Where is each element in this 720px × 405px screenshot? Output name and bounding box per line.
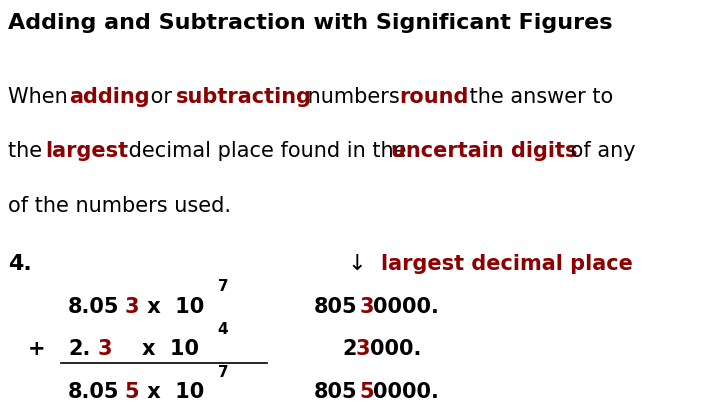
- Text: 5: 5: [125, 382, 139, 402]
- Text: uncertain digits: uncertain digits: [392, 141, 578, 161]
- Text: of the numbers used.: of the numbers used.: [8, 196, 231, 215]
- Text: 0000.: 0000.: [372, 296, 438, 317]
- Text: 4.: 4.: [8, 254, 32, 274]
- Text: subtracting: subtracting: [176, 87, 312, 107]
- Text: 3: 3: [98, 339, 112, 359]
- Text: 000.: 000.: [370, 339, 421, 359]
- Text: x  10: x 10: [140, 382, 204, 402]
- Text: the answer to: the answer to: [463, 87, 613, 107]
- Text: adding: adding: [69, 87, 150, 107]
- Text: decimal place found in the: decimal place found in the: [122, 141, 413, 161]
- Text: x  10: x 10: [113, 339, 199, 359]
- Text: 3: 3: [125, 296, 139, 317]
- Text: or: or: [144, 87, 179, 107]
- Text: +: +: [28, 339, 45, 359]
- Text: largest decimal place: largest decimal place: [380, 254, 632, 274]
- Text: Adding and Subtraction with Significant Figures: Adding and Subtraction with Significant …: [8, 13, 613, 33]
- Text: round: round: [399, 87, 468, 107]
- Text: ↓: ↓: [347, 254, 366, 274]
- Text: 7: 7: [217, 364, 228, 379]
- Text: 2: 2: [342, 339, 356, 359]
- Text: 8.05: 8.05: [68, 296, 120, 317]
- Text: 7: 7: [217, 279, 228, 294]
- Text: 8.05: 8.05: [68, 382, 120, 402]
- Text: x  10: x 10: [140, 296, 204, 317]
- Text: the: the: [8, 141, 49, 161]
- Text: 5: 5: [359, 382, 374, 402]
- Text: numbers: numbers: [302, 87, 407, 107]
- Text: 3: 3: [359, 296, 374, 317]
- Text: 4: 4: [217, 322, 228, 337]
- Text: largest: largest: [45, 141, 129, 161]
- Text: 3: 3: [356, 339, 370, 359]
- Text: 805: 805: [314, 382, 358, 402]
- Text: When: When: [8, 87, 74, 107]
- Text: 805: 805: [314, 296, 358, 317]
- Text: of any: of any: [564, 141, 635, 161]
- Text: 2.: 2.: [68, 339, 90, 359]
- Text: 0000.: 0000.: [372, 382, 438, 402]
